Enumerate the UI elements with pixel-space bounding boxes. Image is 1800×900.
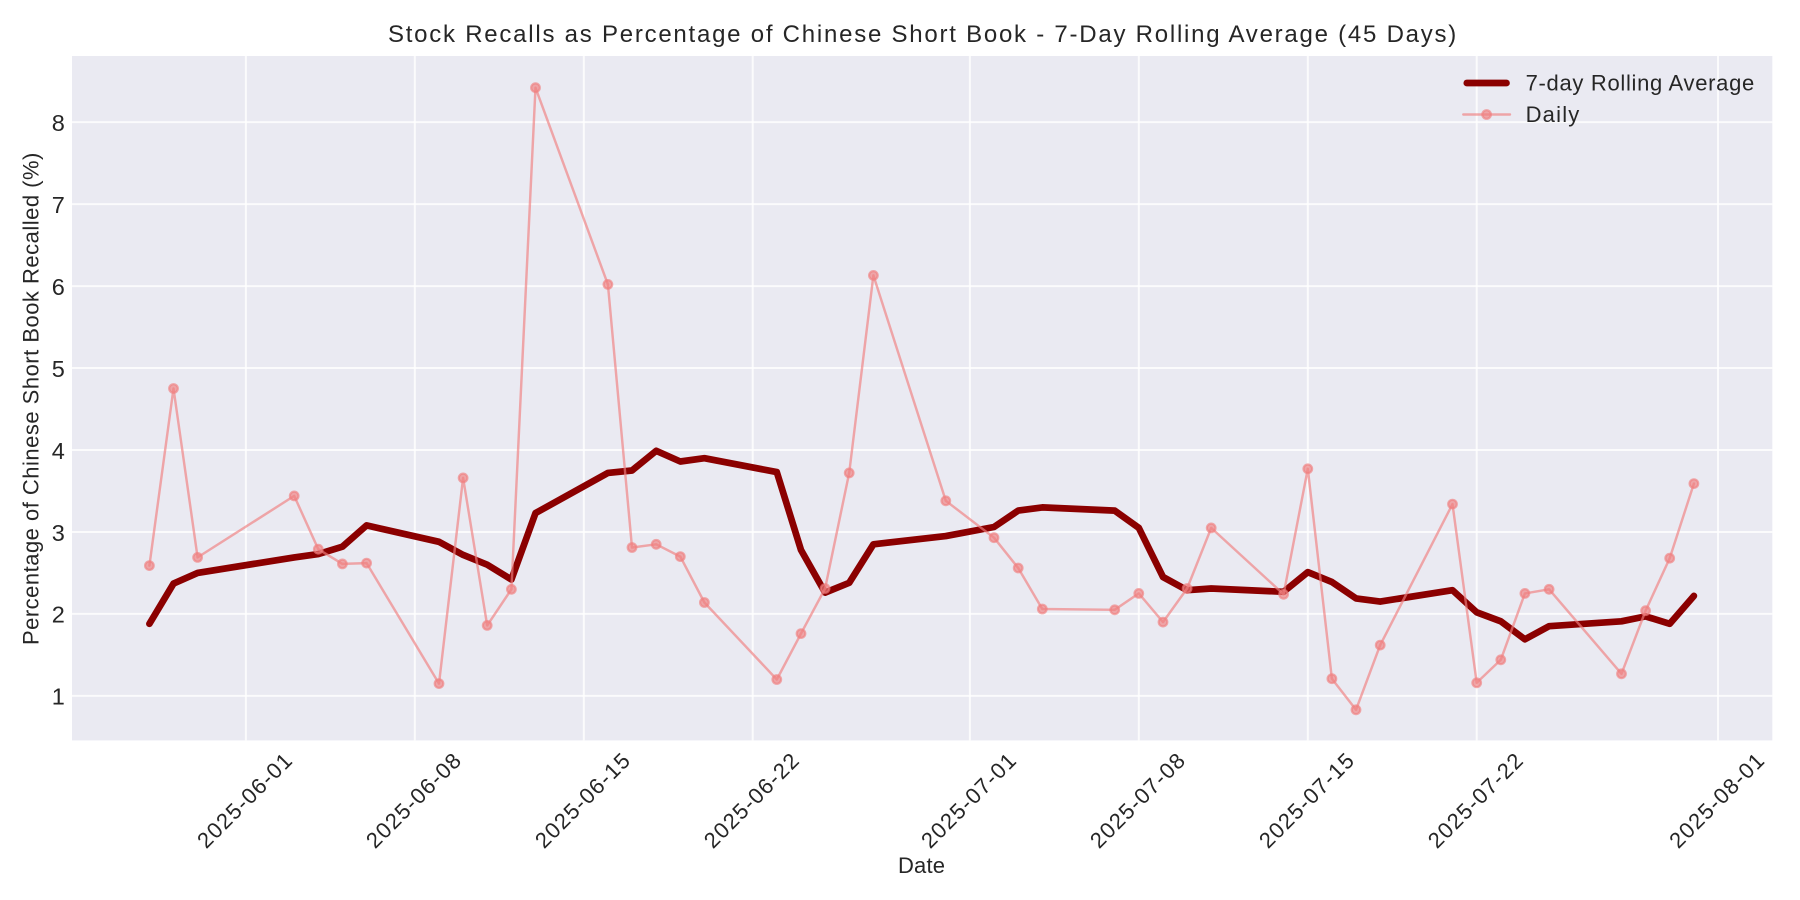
svg-text:2: 2	[52, 602, 65, 628]
svg-text:5: 5	[52, 356, 65, 382]
svg-text:7: 7	[52, 192, 65, 218]
svg-text:1: 1	[52, 684, 65, 710]
svg-text:4: 4	[52, 438, 65, 464]
svg-text:3: 3	[52, 520, 65, 546]
svg-text:7-day Rolling Average: 7-day Rolling Average	[1526, 71, 1755, 96]
svg-text:6: 6	[52, 274, 65, 300]
svg-text:8: 8	[52, 110, 65, 136]
svg-text:Stock Recalls as Percentage of: Stock Recalls as Percentage of Chinese S…	[388, 21, 1458, 48]
svg-text:Percentage of Chinese Short Bo: Percentage of Chinese Short Book Recalle…	[18, 152, 43, 645]
svg-text:Date: Date	[898, 853, 945, 878]
svg-text:Daily: Daily	[1526, 102, 1581, 127]
